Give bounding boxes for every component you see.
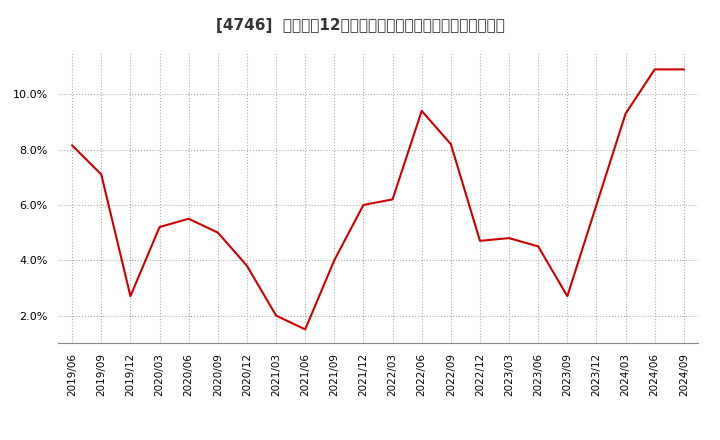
Text: [4746]  売上高の12か月移動合計の対前年同期増減率の推移: [4746] 売上高の12か月移動合計の対前年同期増減率の推移 — [215, 18, 505, 33]
